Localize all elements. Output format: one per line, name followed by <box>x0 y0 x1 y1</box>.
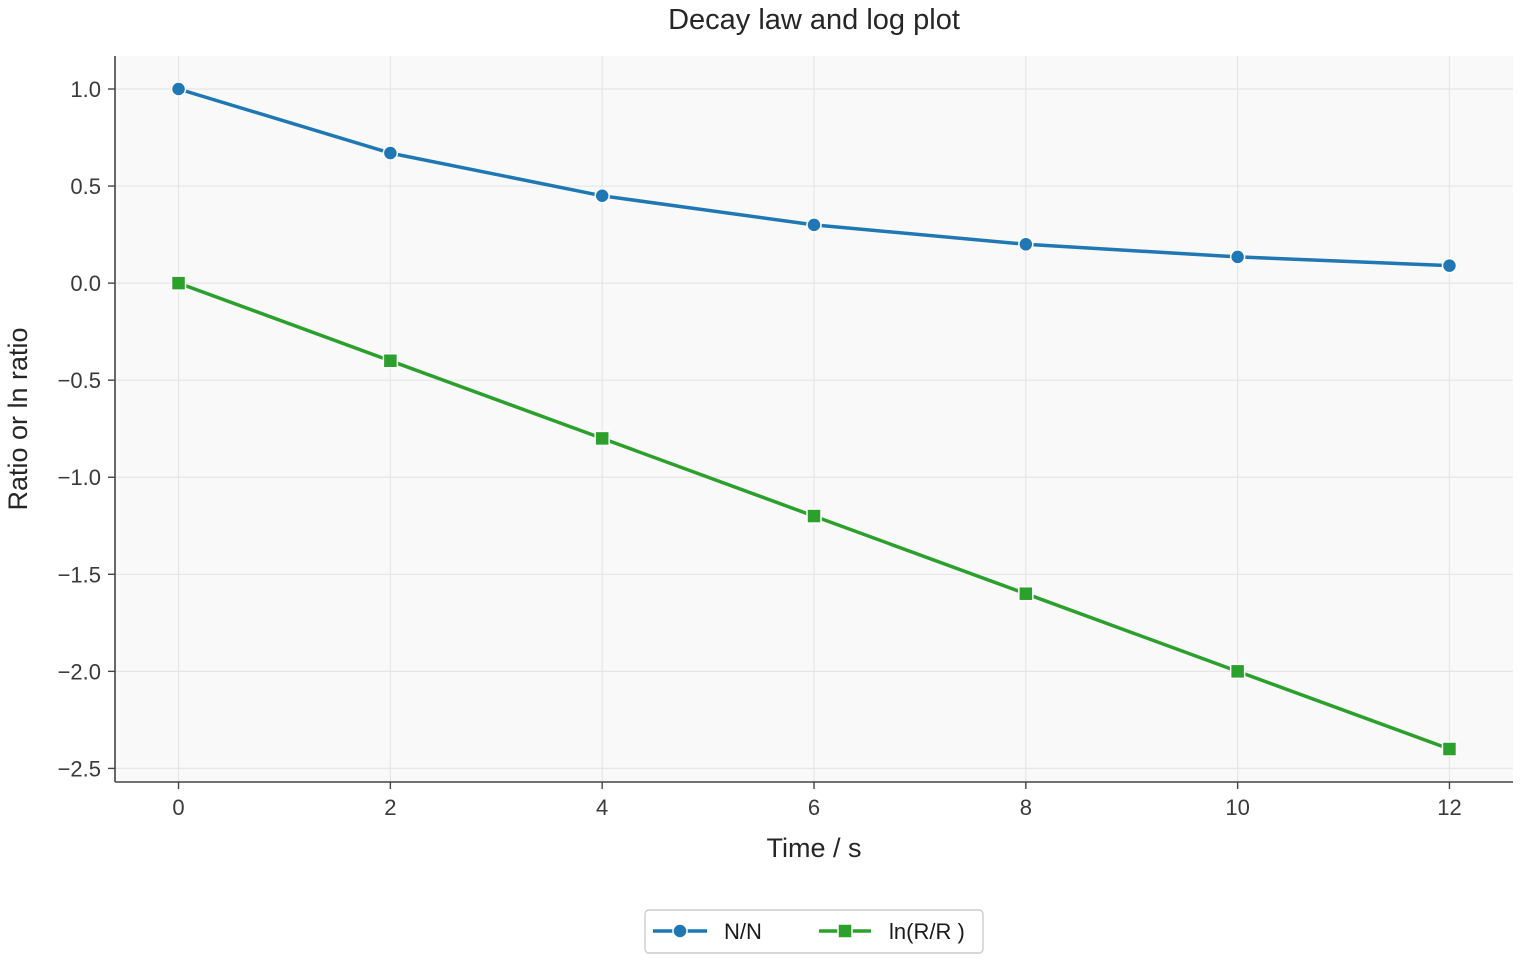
series-layer <box>170 81 1458 757</box>
y-tick-label: 0.0 <box>70 271 101 296</box>
y-tick-label: −0.5 <box>58 368 101 393</box>
chart-title: Decay law and log plot <box>668 4 960 36</box>
legend-frame <box>644 909 984 954</box>
data-point-series-0 <box>170 81 187 97</box>
data-point-series-1 <box>1229 663 1246 680</box>
data-point-series-1 <box>806 508 822 524</box>
x-tick-label: 4 <box>596 795 608 820</box>
legend-label-1: ln(R/R ) <box>889 919 965 944</box>
x-tick-label: 8 <box>1020 795 1032 820</box>
y-tick-label: 0.5 <box>70 174 101 199</box>
x-tick-label: 12 <box>1437 795 1461 820</box>
grid-lines <box>115 56 1513 782</box>
y-tick-label: −1.5 <box>58 562 101 587</box>
y-tick-label: −1.0 <box>58 465 101 490</box>
data-point-series-0 <box>594 188 610 204</box>
data-point-series-1 <box>594 430 610 447</box>
x-tick-label: 0 <box>172 795 184 820</box>
x-tick-label: 10 <box>1225 795 1249 820</box>
legend-marker-1 <box>837 923 853 939</box>
data-point-series-1 <box>170 275 187 291</box>
x-tick-label: 6 <box>808 795 820 820</box>
data-point-series-0 <box>1229 249 1246 265</box>
y-tick-label: −2.5 <box>58 756 101 781</box>
legend-marker-0 <box>672 923 688 939</box>
data-point-series-1 <box>1441 741 1458 757</box>
legend-label-0: N/N <box>724 919 762 944</box>
x-axis-label: Time / s <box>766 833 861 863</box>
x-tick-label: 2 <box>384 795 396 820</box>
data-point-series-0 <box>1441 257 1458 274</box>
y-tick-label: −2.0 <box>58 659 101 684</box>
data-point-series-0 <box>1018 236 1034 253</box>
data-point-series-1 <box>1018 585 1034 602</box>
y-axis-label: Ratio or ln ratio <box>3 327 33 510</box>
data-point-series-0 <box>382 145 399 161</box>
axis-ticks: 0 2 4 6 8 10 12 1.0 0.5 0.0 −0.5 −1.0 −1.5 −2.0 −2.5 <box>58 77 1462 820</box>
data-point-series-1 <box>382 353 399 369</box>
legend: N/N ln(R/R ) <box>644 909 984 954</box>
y-tick-label: 1.0 <box>70 77 101 102</box>
data-point-series-0 <box>806 217 822 233</box>
